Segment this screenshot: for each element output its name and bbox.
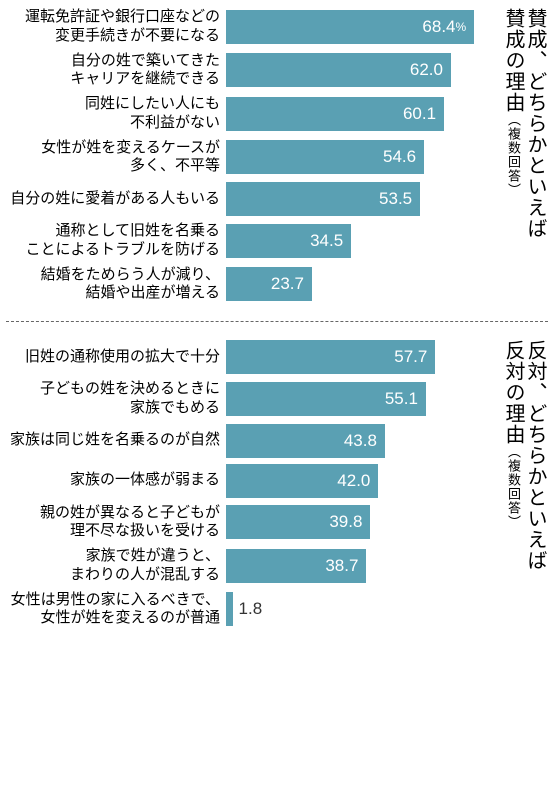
bar: 68.4%: [226, 10, 474, 44]
bar-value: 53.5: [379, 189, 412, 209]
chart-title-line1: 反対、どちらかといえば: [524, 340, 546, 571]
bar-row: 家族の一体感が弱まる 42.0: [4, 464, 496, 498]
bar-row: 自分の姓で築いてきた キャリアを継続できる 62.0: [4, 52, 496, 90]
bar-value: 60.1: [403, 104, 436, 124]
chart-body: 旧姓の通称使用の拡大で十分 57.7 子どもの姓を決めるときに 家族でもめる 55.1…: [0, 332, 496, 634]
bar-value: 43.8: [344, 431, 377, 451]
bar: 23.7: [226, 267, 312, 301]
bar-value: 54.6: [383, 147, 416, 167]
bar-row: 親の姓が異なると子どもが 理不尽な扱いを受ける 39.8: [4, 504, 496, 542]
bar-row: 女性は男性の家に入るべきで、 女性が姓を変えるのが普通 1.8: [4, 591, 496, 629]
bar-area: 23.7: [226, 266, 480, 304]
bar-label: 女性は男性の家に入るべきで、 女性が姓を変えるのが普通: [4, 591, 226, 629]
bar-label: 親の姓が異なると子どもが 理不尽な扱いを受ける: [4, 504, 226, 542]
chart-title-sub: （複数回答）: [506, 113, 521, 197]
bar-area: 1.8: [226, 591, 480, 629]
bar-area: 42.0: [226, 464, 480, 498]
bar: 57.7: [226, 340, 435, 374]
bar-label: 女性が姓を変えるケースが 多く、不平等: [4, 139, 226, 177]
bar-value: 62.0: [410, 60, 443, 80]
bar-row: 結婚をためらう人が減り、 結婚や出産が増える 23.7: [4, 266, 496, 304]
bar-row: 自分の姓に愛着がある人もいる 53.5: [4, 182, 496, 216]
bar-area: 68.4%: [226, 8, 480, 46]
bar: 54.6: [226, 140, 424, 174]
bar-row: 子どもの姓を決めるときに 家族でもめる 55.1: [4, 380, 496, 418]
bar-row: 旧姓の通称使用の拡大で十分 57.7: [4, 340, 496, 374]
bar: 62.0: [226, 53, 451, 87]
bar-value: 68.4: [422, 17, 455, 37]
bar: 60.1: [226, 97, 444, 131]
agree-chart: 運転免許証や銀行口座などの 変更手続きが不要になる68.4%自分の姓で築いてきた…: [0, 0, 554, 309]
bar-value: 39.8: [329, 512, 362, 532]
bar-value: 1.8: [239, 599, 263, 619]
bar-row: 運転免許証や銀行口座などの 変更手続きが不要になる68.4%: [4, 8, 496, 46]
bar-area: 62.0: [226, 52, 480, 90]
bar-value: 38.7: [325, 556, 358, 576]
bar-area: 53.5: [226, 182, 480, 216]
chart-title-line2: 反対の理由（複数回答）: [502, 340, 524, 571]
chart-title-line2-main: 賛成の理由: [502, 8, 524, 113]
bar-label: 子どもの姓を決めるときに 家族でもめる: [4, 380, 226, 418]
bar: 39.8: [226, 505, 370, 539]
bar-area: 54.6: [226, 139, 480, 177]
bar-label: 通称として旧姓を名乗る ことによるトラブルを防げる: [4, 222, 226, 260]
bar-label: 同姓にしたい人にも 不利益がない: [4, 95, 226, 133]
bar: 53.5: [226, 182, 420, 216]
section-divider: [6, 321, 548, 322]
bar: 43.8: [226, 424, 385, 458]
bar: 55.1: [226, 382, 426, 416]
bar-label: 家族の一体感が弱まる: [4, 464, 226, 498]
bar: 42.0: [226, 464, 378, 498]
bar-value: 55.1: [385, 389, 418, 409]
chart-title-line2: 賛成の理由（複数回答）: [502, 8, 524, 239]
bar-label: 自分の姓に愛着がある人もいる: [4, 182, 226, 216]
bar: 34.5: [226, 224, 351, 258]
bar-area: 39.8: [226, 504, 480, 542]
chart-title-line2-main: 反対の理由: [502, 340, 524, 445]
bar-label: 運転免許証や銀行口座などの 変更手続きが不要になる: [4, 8, 226, 46]
bar-row: 女性が姓を変えるケースが 多く、不平等 54.6: [4, 139, 496, 177]
bar-label: 家族は同じ姓を名乗るのが自然: [4, 424, 226, 458]
bar-row: 家族で姓が違うと、 まわりの人が混乱する 38.7: [4, 547, 496, 585]
bar-area: 60.1: [226, 95, 480, 133]
bar-label: 自分の姓で築いてきた キャリアを継続できる: [4, 52, 226, 90]
bar-area: 43.8: [226, 424, 480, 458]
bar: [226, 592, 233, 626]
chart-title: 反対、どちらかといえば反対の理由（複数回答）: [496, 332, 554, 571]
bar-area: 34.5: [226, 222, 480, 260]
chart-title-line1: 賛成、どちらかといえば: [524, 8, 546, 239]
bar-row: 通称として旧姓を名乗る ことによるトラブルを防げる 34.5: [4, 222, 496, 260]
bar-row: 同姓にしたい人にも 不利益がない 60.1: [4, 95, 496, 133]
bar-area: 55.1: [226, 380, 480, 418]
bar-value-suffix: %: [456, 20, 467, 34]
bar-value: 42.0: [337, 471, 370, 491]
bar-value: 23.7: [271, 274, 304, 294]
disagree-chart: 旧姓の通称使用の拡大で十分 57.7 子どもの姓を決めるときに 家族でもめる 55.1…: [0, 332, 554, 634]
bar-label: 結婚をためらう人が減り、 結婚や出産が増える: [4, 266, 226, 304]
bar-value: 34.5: [310, 231, 343, 251]
bar-row: 家族は同じ姓を名乗るのが自然 43.8: [4, 424, 496, 458]
bar-value: 57.7: [394, 347, 427, 367]
bar: 38.7: [226, 549, 366, 583]
chart-title-sub: （複数回答）: [506, 445, 521, 529]
bar-area: 38.7: [226, 547, 480, 585]
bar-label: 家族で姓が違うと、 まわりの人が混乱する: [4, 547, 226, 585]
bar-area: 57.7: [226, 340, 480, 374]
chart-title: 賛成、どちらかといえば賛成の理由（複数回答）: [496, 0, 554, 239]
bar-label: 旧姓の通称使用の拡大で十分: [4, 340, 226, 374]
chart-body: 運転免許証や銀行口座などの 変更手続きが不要になる68.4%自分の姓で築いてきた…: [0, 0, 496, 309]
